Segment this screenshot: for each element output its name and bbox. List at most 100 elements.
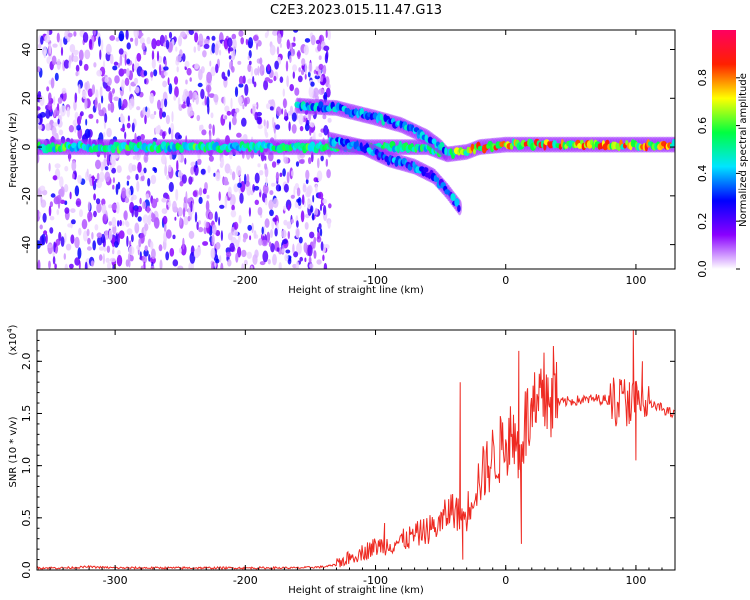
noise-mark — [134, 36, 139, 47]
noise-mark — [164, 98, 168, 108]
noise-mark — [146, 36, 151, 45]
noise-mark — [121, 187, 127, 199]
noise-mark — [271, 182, 276, 187]
noise-mark — [53, 109, 56, 118]
noise-mark — [317, 230, 320, 240]
noise-mark — [109, 35, 116, 41]
noise-mark — [176, 160, 179, 172]
noise-mark — [77, 174, 82, 184]
noise-mark — [172, 259, 179, 267]
noise-mark — [112, 249, 115, 255]
noise-mark — [203, 226, 207, 235]
noise-mark — [253, 230, 257, 239]
noise-mark — [198, 226, 204, 233]
noise-mark — [67, 223, 72, 228]
noise-mark — [313, 177, 319, 183]
noise-mark — [92, 174, 95, 187]
noise-mark — [320, 155, 324, 162]
noise-mark — [307, 244, 313, 257]
noise-mark — [106, 152, 110, 164]
noise-mark — [212, 224, 217, 235]
noise-mark — [149, 113, 155, 120]
noise-mark — [290, 219, 294, 224]
noise-mark — [268, 241, 272, 248]
noise-mark — [189, 77, 192, 82]
top-y-tick-label: -40 — [20, 236, 33, 254]
noise-mark — [184, 90, 190, 97]
noise-mark — [144, 78, 147, 85]
noise-mark — [286, 221, 292, 230]
noise-mark — [262, 184, 269, 195]
noise-mark — [122, 68, 128, 74]
noise-mark — [163, 192, 169, 200]
noise-mark — [243, 259, 248, 266]
noise-mark — [81, 219, 88, 230]
noise-mark — [219, 204, 225, 209]
noise-mark — [68, 61, 71, 69]
noise-mark — [48, 260, 51, 269]
noise-mark — [304, 222, 309, 230]
noise-mark — [42, 212, 47, 223]
noise-mark — [133, 30, 139, 39]
noise-mark — [81, 90, 87, 100]
noise-mark — [178, 35, 182, 47]
noise-mark — [204, 95, 207, 106]
noise-mark — [304, 73, 307, 80]
noise-mark — [318, 223, 322, 230]
noise-mark — [288, 121, 291, 132]
noise-mark — [74, 185, 80, 197]
top-y-tick-label: -20 — [20, 187, 33, 205]
noise-mark — [140, 174, 145, 182]
noise-mark — [316, 259, 322, 265]
noise-mark — [197, 44, 201, 52]
noise-mark — [39, 185, 46, 192]
noise-mark — [203, 43, 210, 50]
noise-mark — [298, 159, 305, 164]
noise-mark — [210, 66, 216, 77]
noise-mark — [324, 52, 328, 64]
noise-mark — [239, 192, 244, 204]
noise-mark — [59, 105, 66, 117]
noise-mark — [126, 175, 131, 180]
noise-mark — [182, 207, 186, 218]
noise-mark — [98, 36, 101, 47]
noise-mark — [126, 58, 131, 65]
noise-mark — [85, 118, 88, 126]
noise-mark — [144, 114, 147, 125]
noise-mark — [41, 189, 48, 196]
noise-mark — [272, 217, 277, 222]
noise-mark — [264, 163, 268, 170]
noise-mark — [130, 96, 135, 107]
noise-mark — [224, 105, 230, 113]
top-x-tick-label: -200 — [233, 274, 258, 287]
noise-mark — [107, 262, 112, 269]
noise-mark — [135, 173, 139, 181]
noise-mark — [303, 44, 309, 56]
noise-mark — [110, 153, 116, 165]
noise-mark — [141, 42, 146, 51]
noise-mark — [77, 247, 82, 260]
noise-mark — [240, 37, 244, 45]
noise-mark — [254, 199, 259, 205]
noise-mark — [231, 204, 235, 211]
noise-mark — [270, 229, 273, 238]
noise-mark — [37, 259, 41, 269]
noise-mark — [112, 65, 118, 71]
noise-mark — [244, 173, 247, 185]
noise-mark — [125, 259, 129, 267]
noise-mark — [100, 39, 104, 52]
trace-mark — [444, 147, 448, 156]
noise-mark — [124, 54, 127, 66]
noise-mark — [313, 238, 316, 249]
noise-mark — [317, 226, 320, 233]
noise-mark — [266, 120, 269, 129]
noise-mark — [293, 30, 299, 33]
noise-mark — [69, 44, 76, 53]
noise-mark — [60, 186, 65, 198]
noise-mark — [269, 106, 274, 111]
noise-mark — [301, 58, 306, 66]
noise-mark — [127, 253, 131, 264]
noise-mark — [297, 197, 302, 206]
trace-mark — [398, 140, 402, 149]
snr-series-line — [37, 330, 675, 570]
